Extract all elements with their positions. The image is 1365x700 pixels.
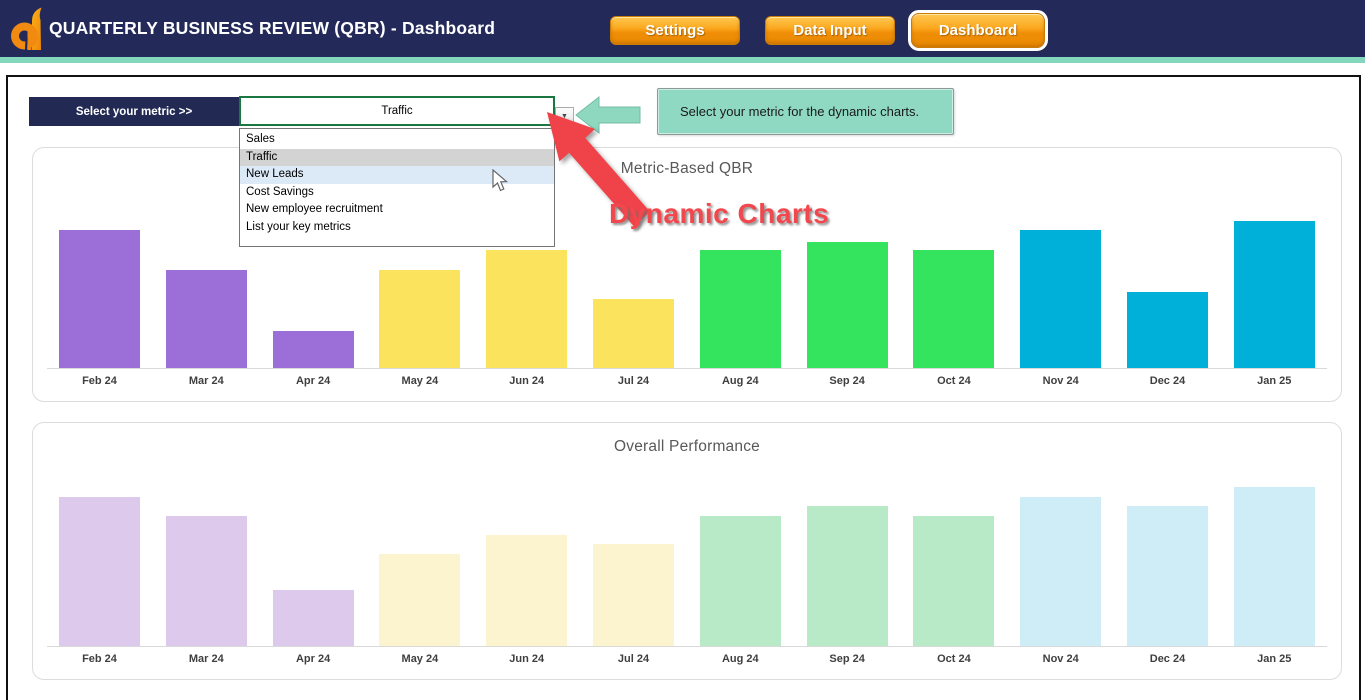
bar-may-24 xyxy=(379,554,461,646)
bar-jan-25 xyxy=(1233,487,1315,646)
metric-dropdown-list: Sales Traffic New Leads Cost Savings New… xyxy=(239,128,555,247)
bar-dec-24 xyxy=(1127,292,1208,368)
category-axis: Feb 24 Mar 24 Apr 24 May 24 Jun 24 Jul 24 Aug … xyxy=(33,375,1341,391)
dropdown-option-list-your-key-metrics[interactable]: List your key metrics xyxy=(246,220,351,233)
category-label: Sep 24 xyxy=(829,375,865,387)
dropdown-option-cost-savings[interactable]: Cost Savings xyxy=(246,185,314,198)
bar-sep-24 xyxy=(806,242,888,368)
bar-aug-24 xyxy=(699,516,781,646)
selected-metric-value: Traffic xyxy=(381,105,413,117)
bar-mar-24 xyxy=(165,270,247,368)
bar-nov-24 xyxy=(1020,497,1102,646)
dashboard-button[interactable]: Dashboard xyxy=(908,10,1048,51)
category-axis-line xyxy=(47,368,1327,369)
category-label: May 24 xyxy=(401,653,439,665)
category-label: Jan 25 xyxy=(1257,653,1292,665)
category-label: Nov 24 xyxy=(1042,375,1079,387)
bar-sep-24 xyxy=(806,506,888,646)
category-label: Feb 24 xyxy=(82,375,117,387)
page-title: QUARTERLY BUSINESS REVIEW (QBR) - Dashbo… xyxy=(49,18,496,38)
worksheet-area: Select your metric >> Traffic ▼ Sales Tr… xyxy=(6,75,1361,700)
chevron-down-icon: ▼ xyxy=(561,113,568,120)
category-label: Sep 24 xyxy=(829,653,865,665)
metric-callout: Select your metric for the dynamic chart… xyxy=(657,88,954,135)
bar-mar-24 xyxy=(165,516,247,646)
category-label: Apr 24 xyxy=(295,375,331,387)
bar-oct-24 xyxy=(913,516,995,646)
category-label: Jun 24 xyxy=(509,375,545,387)
category-label: Mar 24 xyxy=(188,653,224,665)
bar-jul-24 xyxy=(593,299,674,368)
category-label: Nov 24 xyxy=(1042,653,1079,665)
chart-title-metric-qbr: Metric-Based QBR xyxy=(620,160,754,177)
bar-feb-24 xyxy=(59,230,140,368)
metric-dropdown-cell[interactable]: Traffic xyxy=(239,96,557,128)
left-arrow-icon xyxy=(575,95,641,135)
dropdown-option-sales[interactable]: Sales xyxy=(246,133,275,145)
bar-jun-24 xyxy=(486,535,568,646)
bar-aug-24 xyxy=(699,250,781,368)
category-label: Jun 24 xyxy=(509,653,545,665)
category-label: Jan 25 xyxy=(1257,375,1292,387)
dropdown-option-traffic[interactable]: Traffic xyxy=(240,148,554,166)
dropdown-option-new-employee-recruitment[interactable]: New employee recruitment xyxy=(246,203,383,215)
category-label: Jul 24 xyxy=(617,375,650,387)
category-label: Dec 24 xyxy=(1149,375,1186,387)
settings-button[interactable]: Settings xyxy=(610,16,740,45)
category-label: Dec 24 xyxy=(1149,653,1186,665)
metric-selector-label: Select your metric >> xyxy=(29,97,239,126)
bar-jul-24 xyxy=(593,544,674,646)
dropdown-option-new-leads[interactable]: New Leads xyxy=(240,166,554,184)
category-label: Apr 24 xyxy=(295,653,331,665)
chart-card-metric-qbr: Metric-Based QBR Feb 24 Mar 24 Apr 24 May 2… xyxy=(32,147,1342,402)
bar-feb-24 xyxy=(59,497,140,646)
chart-card-overall-performance: Overall Performance Feb 24 Mar 24 Apr 24 Ma… xyxy=(32,422,1342,680)
category-label: Aug 24 xyxy=(721,653,759,665)
chart-title-overall-performance: Overall Performance xyxy=(614,438,760,455)
app-header: QUARTERLY BUSINESS REVIEW (QBR) - Dashbo… xyxy=(0,0,1365,57)
category-axis: Feb 24 Mar 24 Apr 24 May 24 Jun 24 Jul 24 Aug … xyxy=(33,653,1341,669)
plot-area xyxy=(33,148,1341,368)
bar-dec-24 xyxy=(1127,506,1208,646)
bar-nov-24 xyxy=(1020,230,1102,368)
bar-jan-25 xyxy=(1233,221,1315,368)
dynamic-charts-annotation: Dynamic Charts xyxy=(609,198,830,229)
category-label: Jul 24 xyxy=(617,653,650,665)
category-axis-line xyxy=(47,646,1327,647)
dropdown-arrow-button[interactable]: ▼ xyxy=(555,107,574,126)
category-label: Oct 24 xyxy=(937,375,971,387)
bar-apr-24 xyxy=(272,590,354,646)
category-label: Oct 24 xyxy=(937,653,971,665)
category-label: Feb 24 xyxy=(82,653,117,665)
bar-apr-24 xyxy=(272,331,354,368)
category-label: May 24 xyxy=(401,375,439,387)
bar-may-24 xyxy=(379,270,461,368)
bar-jun-24 xyxy=(486,250,568,368)
data-input-button[interactable]: Data Input xyxy=(765,16,895,45)
app-logo-icon xyxy=(11,7,42,51)
plot-area xyxy=(33,423,1341,646)
category-label: Mar 24 xyxy=(188,375,224,387)
accent-strip xyxy=(0,57,1365,63)
category-label: Aug 24 xyxy=(721,375,759,387)
bar-oct-24 xyxy=(913,250,995,368)
